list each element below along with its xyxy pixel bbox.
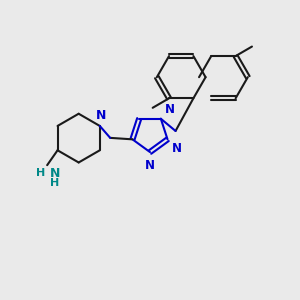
Text: N: N: [171, 142, 182, 155]
Text: N: N: [164, 103, 174, 116]
Text: N: N: [144, 159, 154, 172]
Text: H: H: [36, 167, 46, 178]
Text: H: H: [50, 178, 59, 188]
Text: N: N: [50, 167, 60, 180]
Text: N: N: [96, 110, 106, 122]
